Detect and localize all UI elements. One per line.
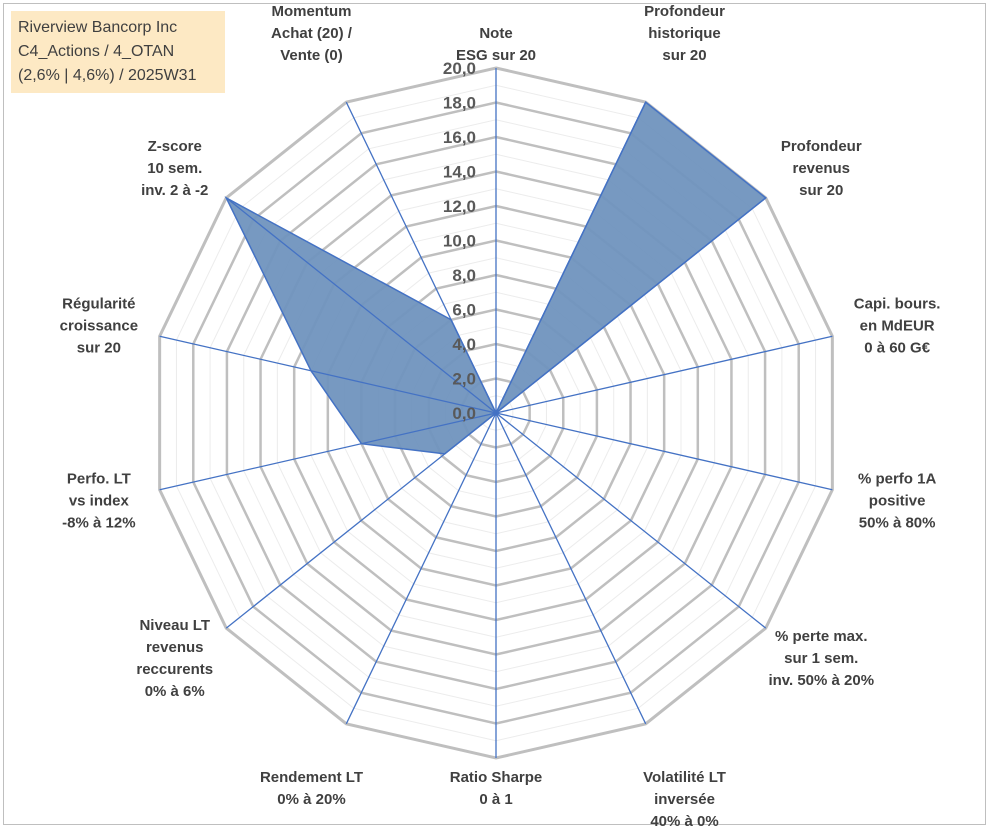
axis-spoke	[495, 412, 767, 629]
tick-label: 12,0	[443, 197, 476, 216]
tick-label: 6,0	[452, 301, 476, 320]
series-area	[224, 100, 767, 455]
axis-label: % perfo 1A positive 50% à 80%	[858, 470, 937, 531]
axis-label: Note ESG sur 20	[456, 25, 536, 64]
axis-spoke	[495, 412, 833, 491]
axis-label: Momentum Achat (20) / Vente (0)	[271, 3, 353, 64]
axis-spoke	[345, 412, 497, 725]
axis-label: Capi. bours. en MdEUR 0 à 60 G€	[854, 296, 941, 357]
spoke-layer	[159, 68, 833, 758]
tick-label: 10,0	[443, 232, 476, 251]
tick-label: 2,0	[452, 370, 476, 389]
axis-label: Z-score 10 sem. inv. 2 à -2	[141, 138, 208, 199]
tick-label: 14,0	[443, 163, 476, 182]
title-line-3: (2,6% | 4,6%) / 2025W31	[18, 67, 197, 84]
tick-label: 20,0	[443, 59, 476, 78]
series-layer	[224, 100, 767, 455]
axis-spoke	[495, 412, 647, 725]
axis-label: Niveau LT revenus reccurents 0% à 6%	[136, 617, 213, 700]
axis-spoke	[495, 335, 833, 414]
axis-label: Volatilité LT inversée 40% à 0%	[643, 769, 726, 829]
axis-spoke	[159, 335, 497, 414]
axis-label: Rendement LT 0% à 20%	[260, 769, 363, 808]
axis-labels: Note ESG sur 20 Profondeur historique sur 20…	[60, 3, 941, 829]
tick-labels: 0,0 2,0 4,0 6,0 8,0 10,0 12,0 14,0 16,0 18,0 20,0	[443, 59, 476, 423]
axis-label: Perfo. LT vs index -8% à 12%	[62, 470, 135, 531]
axis-spoke	[345, 101, 497, 414]
axis-label: Ratio Sharpe 0 à 1	[450, 769, 543, 808]
tick-label: 4,0	[452, 335, 476, 354]
title-line-1: Riverview Bancorp Inc	[18, 19, 178, 36]
axis-label: % perte max. sur 1 sem. inv. 50% à 20%	[768, 628, 874, 689]
tick-label: 16,0	[443, 128, 476, 147]
chart-title-box: Riverview Bancorp Inc C4_Actions / 4_OTA…	[11, 11, 225, 93]
axis-spoke	[225, 412, 497, 629]
axis-spoke	[159, 412, 497, 491]
axis-label: Régularité croissance sur 20	[60, 296, 138, 357]
tick-label: 8,0	[452, 266, 476, 285]
axis-label: Profondeur revenus sur 20	[781, 138, 862, 199]
axis-spoke	[495, 197, 767, 414]
title-line-2: C4_Actions / 4_OTAN	[18, 43, 175, 60]
axis-spoke	[495, 101, 647, 414]
tick-label: 18,0	[443, 94, 476, 113]
tick-label: 0,0	[452, 404, 476, 423]
axis-label: Profondeur historique sur 20	[644, 3, 725, 64]
axis-spoke	[225, 197, 497, 414]
